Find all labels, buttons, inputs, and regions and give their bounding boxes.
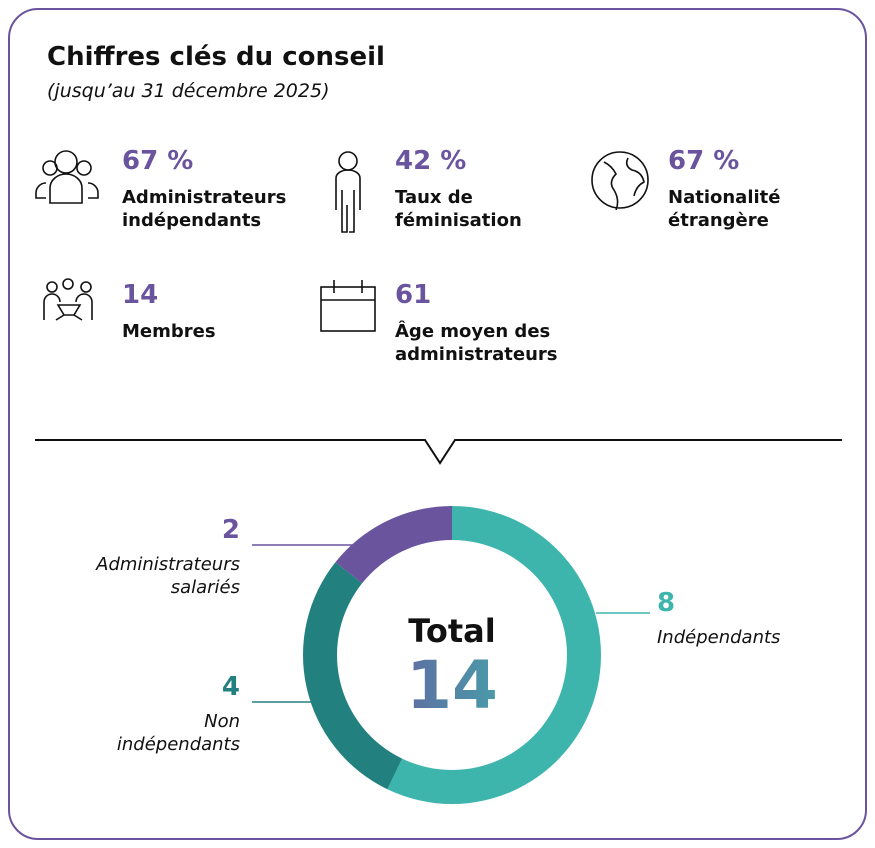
data-label: 8 [657, 588, 676, 618]
data-label: 2 [221, 515, 240, 545]
stat-value: 14 [122, 280, 159, 310]
category-label: Administrateurs salariés [96, 554, 240, 598]
icons [35, 150, 649, 332]
stat-value: 67 % [122, 146, 194, 176]
card [8, 8, 867, 840]
category-label: Indépendants [657, 627, 781, 648]
stat-label: Membres [122, 321, 216, 342]
icon-people [35, 150, 99, 204]
icon-globe [591, 151, 649, 211]
category-label: Non indépendants [116, 711, 240, 755]
stat-label: Nationalité étrangère [668, 187, 781, 231]
title: Chiffres clés du conseil [47, 42, 385, 72]
icon-meeting [43, 278, 93, 321]
subtitle: (jusqu’au 31 décembre 2025) [47, 80, 330, 102]
divider [35, 439, 842, 465]
stat-label: Administrateurs indépendants [122, 187, 287, 231]
donut-slice [303, 562, 403, 790]
center-label: Total [408, 612, 496, 650]
stat-value: 42 % [395, 146, 467, 176]
stat-value: 67 % [668, 146, 740, 176]
stat-value: 61 [395, 280, 432, 310]
stat-label: Âge moyen des administrateurs [395, 321, 558, 365]
donut-slice [387, 506, 601, 804]
icon-person [335, 151, 361, 233]
icon-calendar [320, 280, 376, 332]
data-label: 4 [221, 672, 240, 702]
donut-slice [335, 506, 452, 584]
stat-label: Taux de féminisation [395, 187, 522, 231]
center-value: 14 [352, 648, 552, 724]
